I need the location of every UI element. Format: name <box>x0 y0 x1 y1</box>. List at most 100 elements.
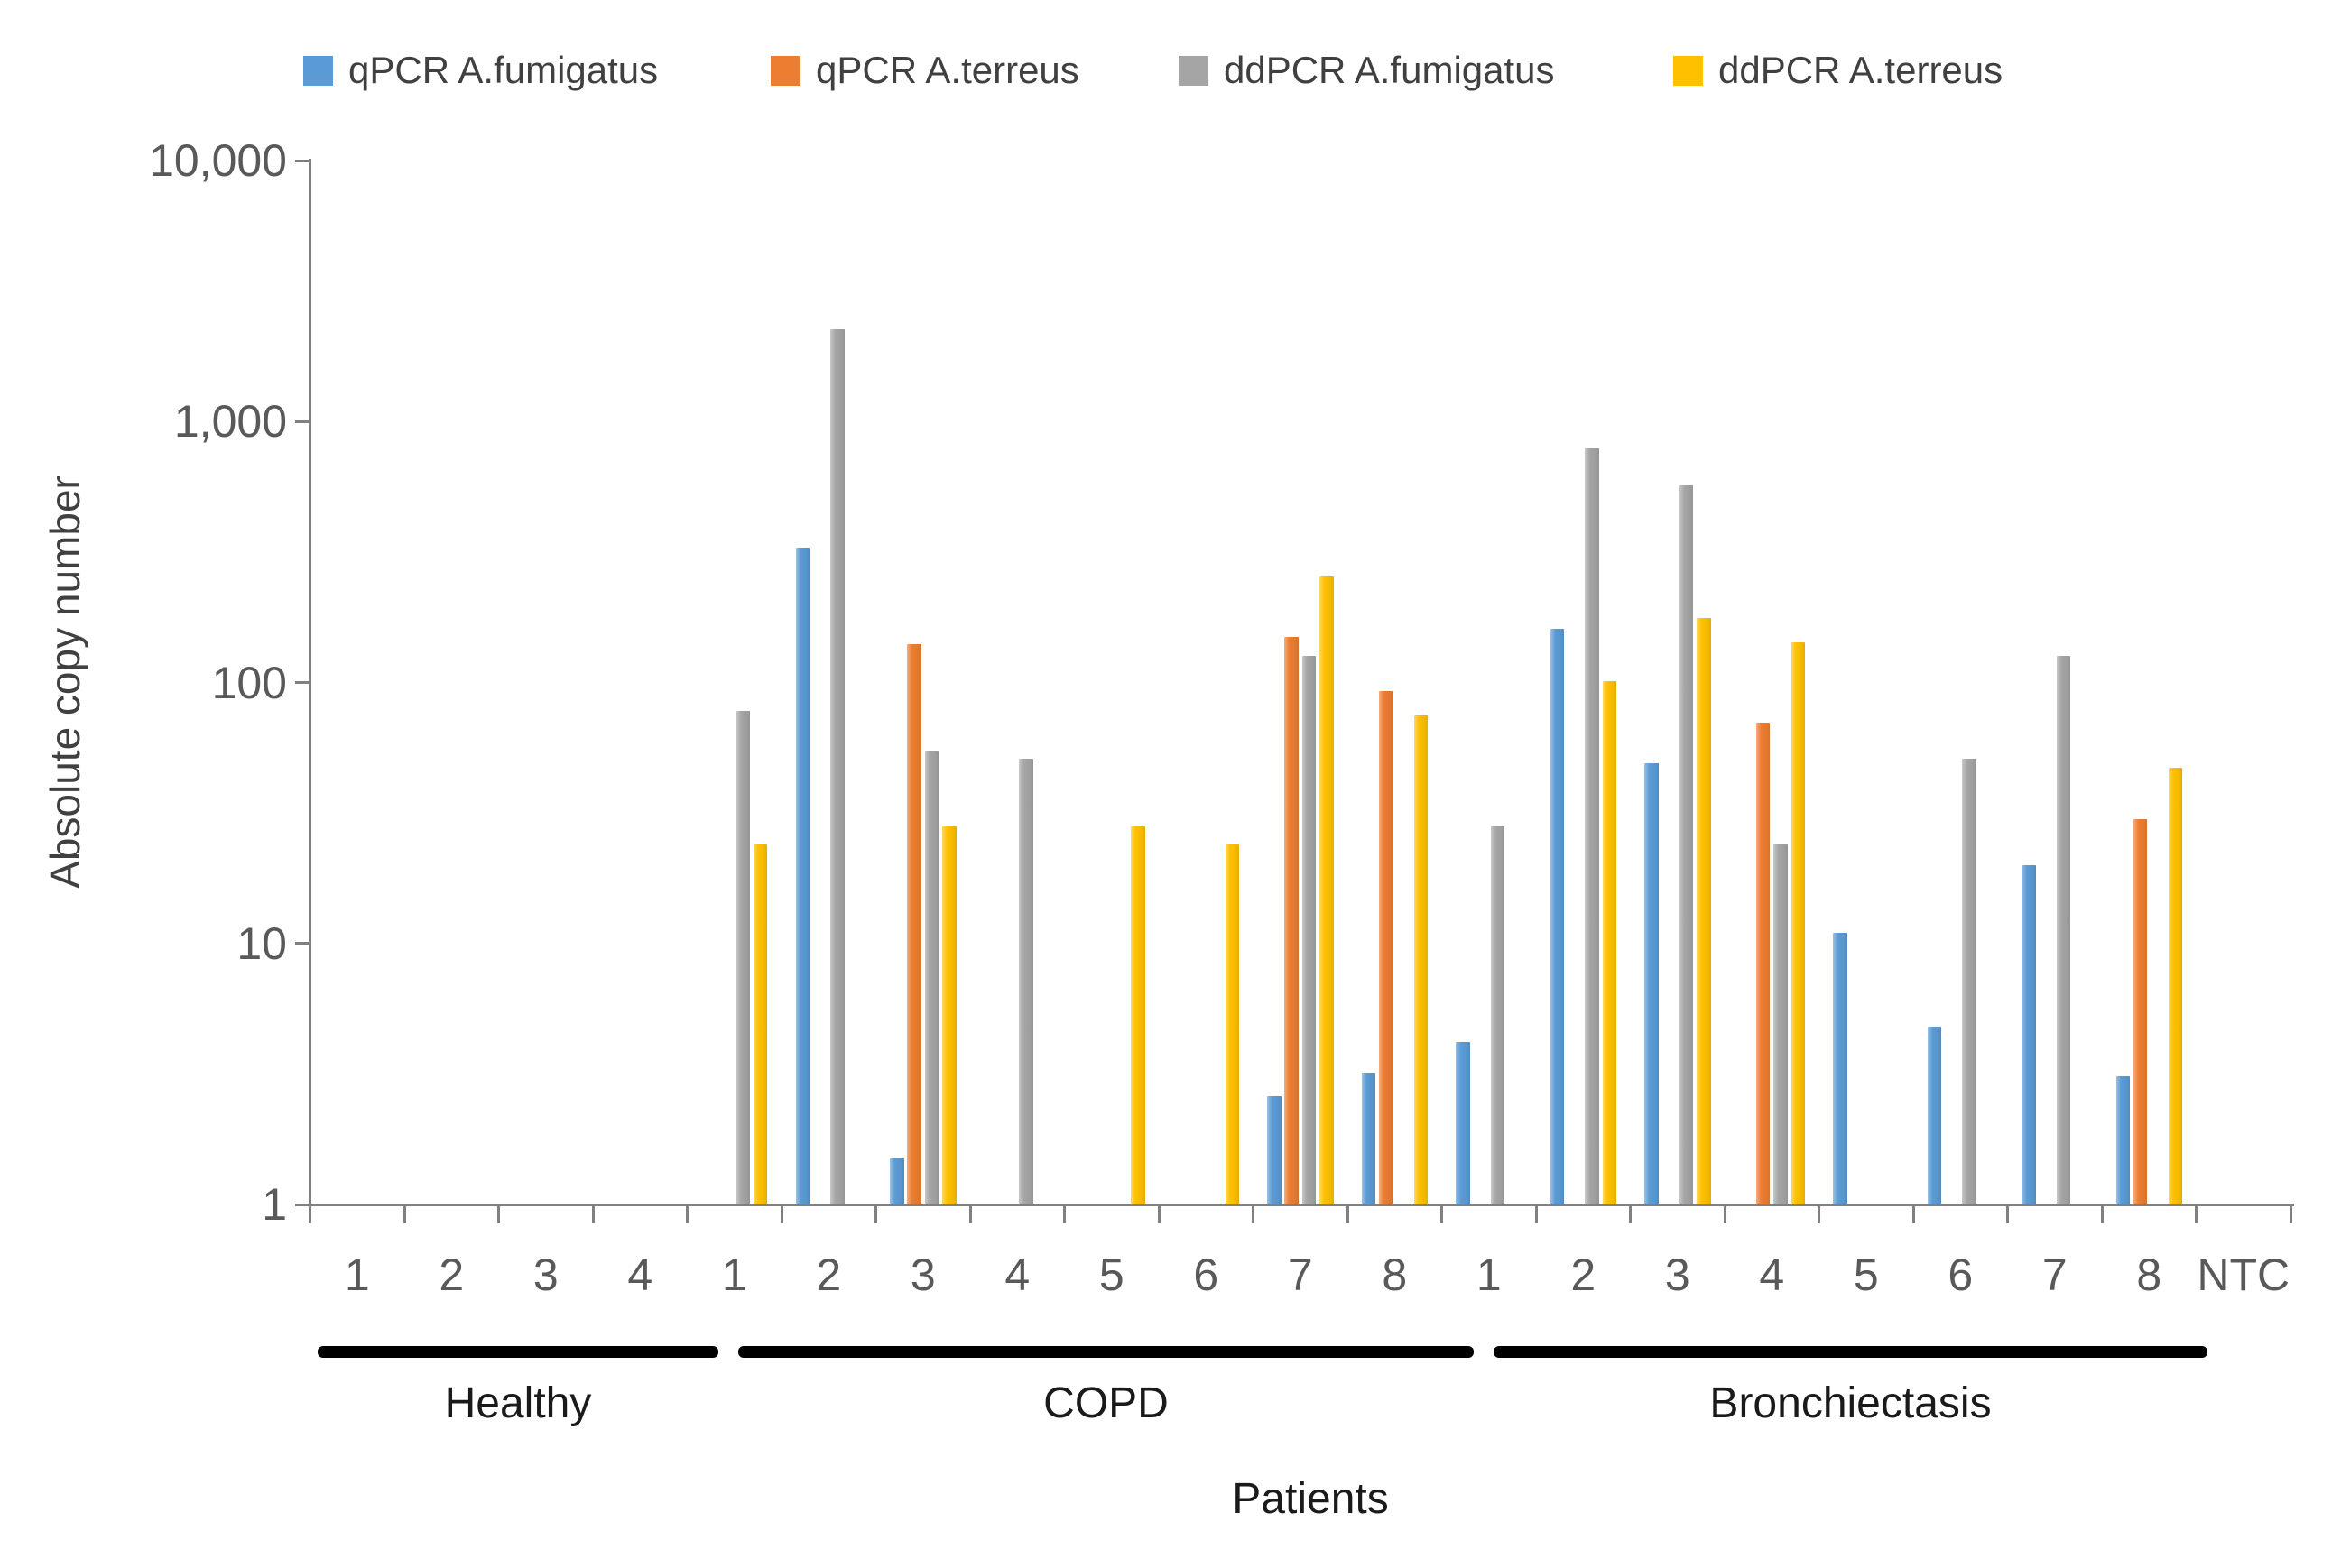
x-category-label: 2 <box>816 1250 842 1300</box>
legend-swatch-qpcr-a-fumigatus <box>303 55 333 86</box>
bar-qpcr-a-fumigatus-cat7 <box>890 1158 904 1204</box>
x-category-label: 5 <box>1098 1250 1124 1300</box>
bar-ddpcr-a-fumigatus-cat13 <box>1490 826 1505 1204</box>
group-underline-copd <box>738 1346 1474 1358</box>
y-axis-title: Absolute copy number <box>42 475 88 889</box>
y-tick <box>294 420 310 423</box>
y-tick-label: 1,000 <box>173 396 287 447</box>
x-category-label: 6 <box>1193 1250 1219 1300</box>
bar-ddpcr-a-terreus-cat5 <box>753 844 768 1204</box>
group-label-copd: COPD <box>1043 1379 1169 1427</box>
x-tick <box>403 1206 406 1223</box>
x-category-label: 2 <box>1570 1250 1596 1300</box>
legend-item-qpcr-a-terreus: qPCR A.terreus <box>771 49 1079 91</box>
x-tick <box>2100 1206 2104 1223</box>
bar-qpcr-a-terreus-cat20 <box>2133 819 2148 1204</box>
legend-label: qPCR A.terreus <box>816 49 1079 91</box>
bar-qpcr-a-fumigatus-cat18 <box>1927 1027 1942 1204</box>
bar-qpcr-a-fumigatus-cat20 <box>2115 1076 2131 1204</box>
x-tick <box>1629 1206 1632 1223</box>
bar-ddpcr-a-fumigatus-cat8 <box>1019 759 1033 1204</box>
x-tick <box>497 1206 500 1223</box>
bar-ddpcr-a-terreus-cat7 <box>942 826 957 1204</box>
x-tick <box>780 1206 783 1223</box>
x-tick <box>1157 1206 1161 1223</box>
x-category-label: 5 <box>1853 1250 1879 1300</box>
legend-label: qPCR A.fumigatus <box>348 49 659 91</box>
bar-qpcr-a-fumigatus-cat17 <box>1833 933 1847 1204</box>
x-category-label: 3 <box>1664 1250 1690 1300</box>
x-category-label: 6 <box>1948 1250 1974 1300</box>
x-category-label: 8 <box>1382 1250 1408 1300</box>
bar-qpcr-a-fumigatus-cat19 <box>2022 865 2036 1204</box>
legend-swatch-ddpcr-a-terreus <box>1673 55 1703 86</box>
legend-swatch-qpcr-a-terreus <box>771 55 800 86</box>
group-label-healthy: Healthy <box>444 1379 592 1427</box>
y-tick <box>294 159 310 162</box>
y-tick <box>294 1203 310 1206</box>
y-tick <box>294 681 310 684</box>
bar-ddpcr-a-terreus-cat16 <box>1790 642 1805 1204</box>
group-underline-bronchiectasis <box>1494 1346 2207 1358</box>
bar-qpcr-a-fumigatus-cat11 <box>1267 1096 1282 1204</box>
bar-qpcr-a-fumigatus-cat13 <box>1456 1042 1470 1204</box>
y-tick-label: 10 <box>236 918 287 969</box>
x-tick <box>1440 1206 1443 1223</box>
bar-qpcr-a-terreus-cat7 <box>907 644 921 1204</box>
x-tick <box>2006 1206 2009 1223</box>
bar-ddpcr-a-terreus-cat20 <box>2168 768 2182 1204</box>
legend-item-qpcr-a-fumigatus: qPCR A.fumigatus <box>303 49 659 91</box>
legend-swatch-ddpcr-a-fumigatus <box>1179 55 1208 86</box>
y-tick-label: 1 <box>262 1179 287 1230</box>
x-tick <box>1723 1206 1726 1223</box>
group-underline-healthy <box>318 1346 718 1358</box>
bar-ddpcr-a-fumigatus-cat18 <box>1962 759 1976 1204</box>
bar-ddpcr-a-terreus-cat9 <box>1131 826 1145 1204</box>
x-tick <box>1818 1206 1820 1223</box>
bar-qpcr-a-terreus-cat12 <box>1378 691 1393 1204</box>
x-category-label: 1 <box>344 1250 370 1300</box>
x-tick <box>1346 1206 1349 1223</box>
legend-item-ddpcr-a-fumigatus: ddPCR A.fumigatus <box>1179 51 1555 89</box>
x-category-label: 1 <box>1476 1250 1502 1300</box>
x-category-label: 4 <box>1759 1250 1785 1300</box>
y-tick <box>294 942 310 945</box>
x-tick <box>591 1206 595 1223</box>
x-category-label: 2 <box>439 1250 465 1300</box>
bar-ddpcr-a-fumigatus-cat14 <box>1585 448 1599 1204</box>
x-category-label: 3 <box>532 1250 559 1300</box>
x-category-label: NTC <box>2197 1250 2290 1300</box>
x-tick <box>686 1206 689 1223</box>
x-axis-title: Patients <box>1232 1475 1389 1523</box>
bar-qpcr-a-fumigatus-cat6 <box>795 548 810 1204</box>
x-tick <box>2195 1206 2198 1223</box>
legend-item-ddpcr-a-terreus: ddPCR A.terreus <box>1673 51 2003 89</box>
x-tick <box>2289 1206 2292 1223</box>
bar-ddpcr-a-terreus-cat12 <box>1413 715 1428 1204</box>
x-category-label: 4 <box>1004 1250 1031 1300</box>
bar-ddpcr-a-fumigatus-cat15 <box>1679 485 1694 1204</box>
x-tick <box>309 1206 311 1223</box>
bar-ddpcr-a-terreus-cat14 <box>1602 681 1616 1204</box>
bar-ddpcr-a-terreus-cat10 <box>1225 844 1239 1204</box>
x-category-label: 4 <box>627 1250 653 1300</box>
x-category-label: 7 <box>1287 1250 1313 1300</box>
bar-ddpcr-a-fumigatus-cat19 <box>2056 656 2071 1204</box>
x-tick <box>1252 1206 1254 1223</box>
x-category-label: 8 <box>2136 1250 2162 1300</box>
bar-qpcr-a-terreus-cat11 <box>1284 637 1299 1204</box>
y-tick-label: 100 <box>211 657 287 708</box>
bar-ddpcr-a-terreus-cat15 <box>1697 618 1711 1204</box>
x-axis-line <box>309 1204 2294 1206</box>
group-label-bronchiectasis: Bronchiectasis <box>1709 1379 1992 1427</box>
bar-ddpcr-a-fumigatus-cat5 <box>736 711 751 1204</box>
bar-qpcr-a-terreus-cat16 <box>1755 723 1771 1204</box>
x-tick <box>1911 1206 1915 1223</box>
y-tick-label: 10,000 <box>149 135 287 186</box>
bar-ddpcr-a-fumigatus-cat16 <box>1773 844 1788 1204</box>
bar-ddpcr-a-fumigatus-cat11 <box>1301 656 1317 1204</box>
bar-ddpcr-a-fumigatus-cat7 <box>924 751 939 1204</box>
x-category-label: 7 <box>2041 1250 2068 1300</box>
x-category-label: 1 <box>721 1250 747 1300</box>
